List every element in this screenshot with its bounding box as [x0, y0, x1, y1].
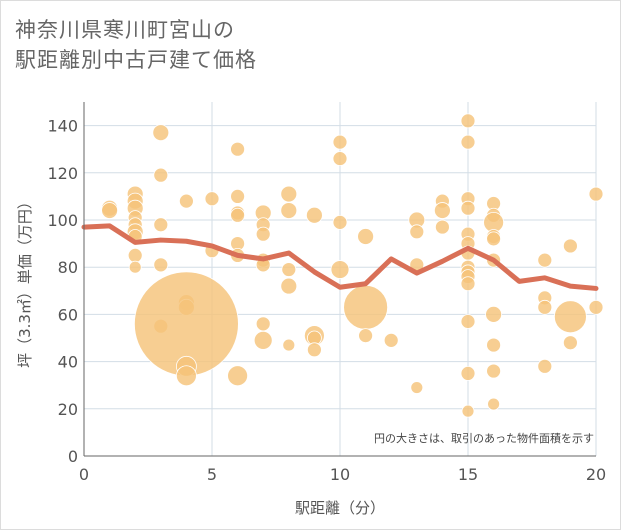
y-tick-label: 40 [58, 353, 78, 372]
bubble-point [563, 238, 578, 254]
bubble-point [128, 260, 142, 274]
bubble-point [434, 219, 450, 235]
bubble-point [383, 332, 399, 348]
bubble-point [485, 305, 503, 323]
bubble-point [343, 284, 389, 330]
bubble-point [460, 365, 476, 381]
bubble-point [409, 224, 425, 240]
bubble-point [537, 358, 553, 374]
x-tick-label: 20 [586, 465, 606, 484]
bubble-point [537, 252, 553, 268]
y-tick-label: 100 [47, 211, 78, 230]
y-tick-label: 20 [58, 400, 78, 419]
x-tick-label: 5 [207, 465, 217, 484]
bubble-point [230, 207, 246, 223]
x-tick-labels: 0 5 10 15 20 [79, 465, 606, 484]
bubble-point [230, 141, 246, 157]
x-axis-label: 駅距離（分） [295, 499, 385, 517]
bubble-point [178, 193, 194, 209]
bubble-point [230, 188, 246, 204]
bubble-point [461, 404, 475, 418]
bubble-point [357, 228, 375, 245]
bubble-point [255, 316, 271, 332]
bubble-point [486, 337, 502, 353]
bubble-point [255, 226, 271, 242]
bubble-point [460, 134, 476, 150]
bubble-point [410, 381, 424, 394]
x-tick-label: 15 [458, 465, 478, 484]
bubble-point [281, 262, 297, 277]
x-tick-label: 0 [79, 465, 89, 484]
bubble-point [253, 330, 273, 350]
bubble-point [433, 202, 451, 219]
bubble-point [487, 397, 501, 411]
chart-title-line-2: 駅距離別中古戸建て価格 [15, 48, 257, 72]
bubble-point [332, 214, 348, 230]
bubble-point [127, 247, 143, 263]
bubbles [101, 113, 604, 418]
bubble-point [227, 365, 249, 387]
bubble-point [537, 299, 553, 315]
y-tick-label: 140 [47, 117, 78, 136]
y-tick-label: 60 [58, 305, 78, 324]
y-tick-label: 80 [58, 258, 78, 277]
bubble-point [332, 134, 348, 150]
bubble-size-note: 円の大きさは、取引のあった物件面積を示す [374, 431, 594, 445]
bubble-point [306, 342, 322, 358]
bubble-point [153, 167, 169, 183]
bubble-point [153, 217, 169, 233]
bubble-point [588, 299, 604, 315]
bubble-point [486, 231, 502, 247]
bubble-point [460, 200, 476, 216]
y-tick-labels: 0 20 40 60 80 100 120 140 [47, 117, 78, 466]
y-tick-label: 120 [47, 164, 78, 183]
bubble-point [282, 338, 296, 352]
bubble-point [588, 186, 604, 202]
bubble-point [460, 276, 476, 292]
bubble-point [204, 191, 220, 207]
bubble-point [305, 206, 323, 224]
bubble-point [280, 277, 298, 295]
bubble-point [486, 363, 502, 379]
bubble-point [280, 185, 298, 203]
bubble-point [280, 202, 298, 219]
axes [83, 102, 596, 457]
bubble-point [460, 113, 476, 129]
bubble-point [554, 300, 587, 334]
trend-line [81, 223, 599, 291]
bubble-point [153, 257, 169, 273]
bubble-point [460, 314, 476, 329]
y-tick-label: 0 [68, 447, 78, 466]
bubble-point [332, 151, 348, 167]
chart-title: 神奈川県寒川町宮山の 駅距離別中古戸建て価格 [15, 15, 257, 75]
x-tick-label: 10 [330, 465, 350, 484]
bubble-point [330, 260, 350, 279]
bubble-point [101, 202, 118, 219]
bubble-point [563, 335, 578, 351]
y-axis-label: 坪（3.3㎡）単価（万円） [16, 194, 34, 368]
bubble-point [358, 328, 374, 344]
bubble-point [175, 365, 197, 387]
bubble-point [152, 124, 170, 142]
chart-title-line-1: 神奈川県寒川町宮山の [15, 18, 235, 42]
